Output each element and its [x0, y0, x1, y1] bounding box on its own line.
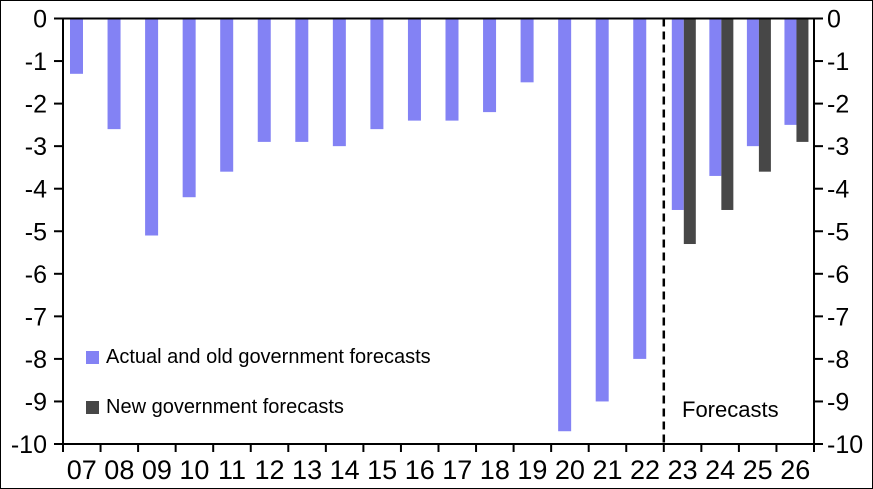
x-axis-label: 13 [292, 455, 322, 485]
y-axis-label-right: -2 [827, 91, 849, 119]
bars [70, 18, 809, 432]
legend-item-actual: Actual and old government forecasts [86, 345, 431, 369]
y-axis-label-right: -4 [827, 176, 849, 204]
bar-actual-26 [784, 18, 797, 125]
bar-new-23 [683, 18, 696, 245]
bar-actual-24 [709, 18, 722, 176]
legend-item-new: New government forecasts [86, 395, 431, 419]
y-axis-label-left: -4 [25, 176, 47, 204]
y-axis-label-left: -6 [25, 261, 47, 289]
x-axis-label: 11 [218, 455, 246, 485]
bar-actual-23 [671, 18, 684, 210]
bar-actual-16 [407, 18, 421, 121]
y-axis-label-left: -3 [25, 133, 47, 161]
y-axis-label-right: -5 [827, 218, 849, 246]
bar-new-26 [796, 18, 809, 142]
y-axis-label-left: 0 [33, 6, 47, 34]
y-axis-label-right: -9 [827, 388, 849, 416]
legend-swatch-new-icon [86, 400, 99, 414]
bar-actual-21 [595, 18, 609, 402]
x-axis-label: 14 [330, 455, 360, 485]
x-axis-label: 17 [442, 455, 472, 485]
y-axis-label-right: -1 [827, 48, 849, 76]
bar-actual-18 [483, 18, 497, 113]
bar-actual-14 [332, 18, 346, 147]
axes: 0 0 -1 -1 -2 -2 -3 -3 -4 -4 -5 -5 -6 -6 -7 -7 -8 -8 -9 -9 -1… [11, 6, 863, 486]
bar-actual-10 [182, 18, 196, 198]
bar-new-24 [721, 18, 734, 210]
y-axis-label-right: -10 [827, 431, 863, 459]
x-axis-label: 09 [142, 455, 172, 485]
bar-actual-08 [107, 18, 121, 130]
bar-actual-25 [746, 18, 759, 147]
bar-actual-09 [145, 18, 159, 236]
y-axis-label-left: -7 [25, 303, 47, 331]
bar-actual-13 [295, 18, 309, 142]
x-axis-label: 18 [480, 455, 510, 485]
x-axis-label: 19 [517, 455, 547, 485]
y-axis-label-left: -2 [25, 91, 47, 119]
x-axis-label: 24 [705, 455, 735, 485]
y-axis-label-right: -8 [827, 346, 849, 374]
y-axis-label-right: 0 [827, 6, 841, 34]
x-axis-label: 12 [255, 455, 285, 485]
y-axis-label-left: -8 [25, 346, 47, 374]
bar-actual-11 [220, 18, 234, 172]
legend: Actual and old government forecasts New … [86, 345, 431, 445]
bar-actual-19 [520, 18, 534, 83]
y-axis-label-left: -10 [11, 431, 47, 459]
bar-actual-20 [558, 18, 572, 432]
x-axis-label: 15 [367, 455, 397, 485]
x-axis-label: 10 [179, 455, 209, 485]
forecasts-annotation: Forecasts [682, 397, 779, 422]
y-axis-label-left: -5 [25, 218, 47, 246]
bar-actual-17 [445, 18, 459, 121]
legend-label-new: New government forecasts [106, 395, 344, 418]
y-axis-label-right: -3 [827, 133, 849, 161]
y-axis-label-left: -9 [25, 388, 47, 416]
y-axis-label-right: -6 [827, 261, 849, 289]
legend-label-actual: Actual and old government forecasts [106, 345, 431, 368]
x-axis-label: 26 [780, 455, 810, 485]
x-axis-label: 16 [405, 455, 435, 485]
x-axis-label: 23 [668, 455, 698, 485]
x-axis-label: 22 [630, 455, 660, 485]
y-axis-label-right: -7 [827, 303, 849, 331]
bar-actual-07 [70, 18, 83, 74]
bar-actual-12 [257, 18, 271, 142]
x-axis-label: 07 [67, 455, 97, 485]
legend-swatch-actual-icon [86, 350, 99, 364]
bar-actual-15 [370, 18, 384, 130]
bar-actual-22 [633, 18, 647, 359]
bar-new-25 [758, 18, 771, 172]
x-axis-label: 08 [104, 455, 134, 485]
y-axis-label-left: -1 [25, 48, 47, 76]
x-axis-label: 20 [555, 455, 585, 485]
x-axis-label: 25 [743, 455, 773, 485]
x-axis-label: 21 [592, 455, 622, 485]
